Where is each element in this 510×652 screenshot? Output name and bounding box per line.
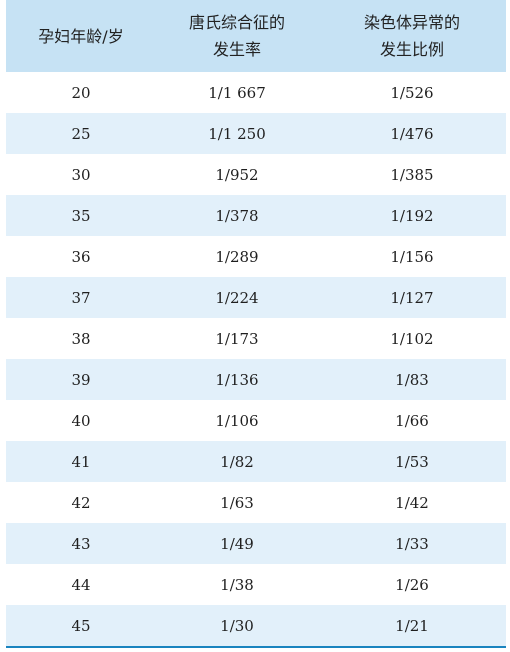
table-row: 38 1/173 1/102 [6, 318, 506, 359]
cell-age: 37 [71, 288, 91, 307]
cell-down-syndrome-rate: 1/106 [215, 411, 259, 430]
table-row: 40 1/106 1/66 [6, 400, 506, 441]
cell-down-syndrome-rate: 1/1 250 [208, 124, 266, 143]
data-table-container: 孕妇年龄/岁 唐氏综合征的 发生率 染色体异常的 发生比例 20 1/1 667… [6, 0, 506, 648]
cell-age: 39 [71, 370, 91, 389]
table-row: 30 1/952 1/385 [6, 154, 506, 195]
cell-chromosome-ratio: 1/385 [390, 165, 434, 184]
header-row: 孕妇年龄/岁 唐氏综合征的 发生率 染色体异常的 发生比例 [6, 0, 506, 72]
cell-down-syndrome-rate: 1/82 [220, 452, 254, 471]
cell-chromosome-ratio: 1/66 [395, 411, 429, 430]
cell-age: 36 [71, 247, 91, 266]
cell-age: 38 [71, 329, 91, 348]
table-row: 42 1/63 1/42 [6, 482, 506, 523]
cell-chromosome-ratio: 1/33 [395, 534, 429, 553]
cell-age: 44 [71, 575, 91, 594]
header-chromosome-abnormality-ratio-line1: 染色体异常的 [363, 13, 460, 32]
table-row: 36 1/289 1/156 [6, 236, 506, 277]
cell-age: 45 [71, 616, 91, 635]
header-down-syndrome-rate: 唐氏综合征的 发生率 [156, 0, 318, 72]
cell-age: 25 [71, 124, 91, 143]
cell-chromosome-ratio: 1/526 [390, 83, 434, 102]
cell-chromosome-ratio: 1/192 [390, 206, 434, 225]
table-row: 41 1/82 1/53 [6, 441, 506, 482]
cell-chromosome-ratio: 1/42 [395, 493, 429, 512]
cell-chromosome-ratio: 1/156 [390, 247, 434, 266]
cell-down-syndrome-rate: 1/952 [215, 165, 259, 184]
cell-age: 41 [71, 452, 91, 471]
cell-chromosome-ratio: 1/53 [395, 452, 429, 471]
cell-chromosome-ratio: 1/83 [395, 370, 429, 389]
header-down-syndrome-rate-line2: 发生率 [212, 40, 261, 59]
table-row: 39 1/136 1/83 [6, 359, 506, 400]
table-row: 44 1/38 1/26 [6, 564, 506, 605]
header-down-syndrome-rate-line1: 唐氏综合征的 [188, 13, 285, 32]
table-header: 孕妇年龄/岁 唐氏综合征的 发生率 染色体异常的 发生比例 [6, 0, 506, 72]
header-chromosome-abnormality-ratio-line2: 发生比例 [379, 40, 444, 59]
cell-chromosome-ratio: 1/102 [390, 329, 434, 348]
cell-age: 40 [71, 411, 91, 430]
table-row: 25 1/1 250 1/476 [6, 113, 506, 154]
cell-down-syndrome-rate: 1/38 [220, 575, 254, 594]
cell-down-syndrome-rate: 1/224 [215, 288, 259, 307]
table-row: 35 1/378 1/192 [6, 195, 506, 236]
table-row: 45 1/30 1/21 [6, 605, 506, 646]
cell-chromosome-ratio: 1/21 [395, 616, 429, 635]
cell-down-syndrome-rate: 1/1 667 [208, 83, 266, 102]
cell-chromosome-ratio: 1/127 [390, 288, 434, 307]
cell-down-syndrome-rate: 1/289 [215, 247, 259, 266]
cell-age: 20 [71, 83, 91, 102]
cell-down-syndrome-rate: 1/136 [215, 370, 259, 389]
cell-down-syndrome-rate: 1/378 [215, 206, 259, 225]
table-row: 37 1/224 1/127 [6, 277, 506, 318]
cell-down-syndrome-rate: 1/173 [215, 329, 259, 348]
table-row: 43 1/49 1/33 [6, 523, 506, 564]
cell-down-syndrome-rate: 1/30 [220, 616, 254, 635]
cell-age: 30 [71, 165, 91, 184]
cell-age: 42 [71, 493, 91, 512]
header-chromosome-abnormality-ratio: 染色体异常的 发生比例 [318, 0, 506, 72]
cell-down-syndrome-rate: 1/49 [220, 534, 254, 553]
cell-chromosome-ratio: 1/26 [395, 575, 429, 594]
table-row: 20 1/1 667 1/526 [6, 72, 506, 113]
age-risk-table: 孕妇年龄/岁 唐氏综合征的 发生率 染色体异常的 发生比例 20 1/1 667… [6, 0, 506, 646]
header-maternal-age: 孕妇年龄/岁 [6, 0, 156, 72]
cell-down-syndrome-rate: 1/63 [220, 493, 254, 512]
cell-age: 43 [71, 534, 91, 553]
cell-age: 35 [71, 206, 91, 225]
cell-chromosome-ratio: 1/476 [390, 124, 434, 143]
header-maternal-age-line: 孕妇年龄/岁 [38, 26, 124, 46]
table-body: 20 1/1 667 1/526 25 1/1 250 1/476 30 1/9… [6, 72, 506, 646]
